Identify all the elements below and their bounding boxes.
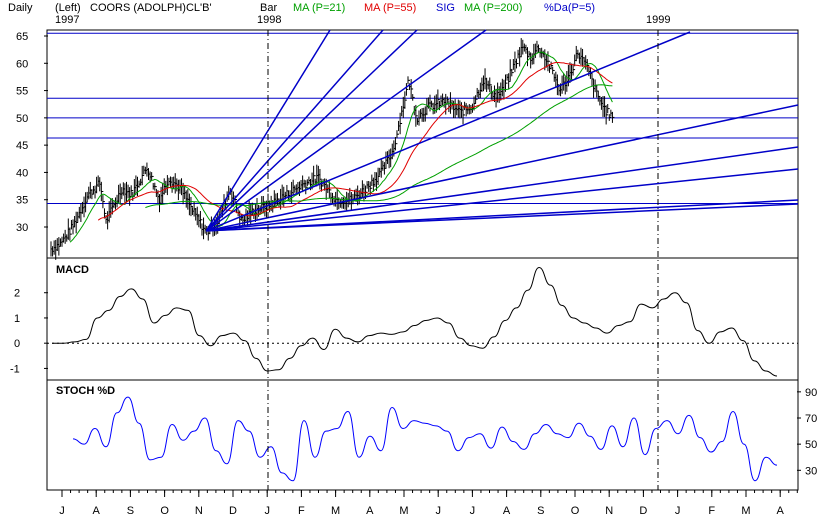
ma21-line [69,51,613,243]
stoch-panel-frame [46,379,799,491]
month-label: M [399,505,408,517]
macd-ytick-label: 0 [14,338,20,350]
gann-fan-line [205,29,418,232]
price-ytick-label: 30 [16,222,28,234]
price-ytick-label: 55 [16,86,28,98]
ma55-line [97,62,613,221]
month-label: S [127,505,134,517]
price-ytick-label: 50 [16,113,28,125]
stoch-ytick-label: 50 [805,439,817,451]
price-ytick-label: 35 [16,195,28,207]
macd-ytick-label: 2 [14,288,20,300]
ma200-line [145,84,613,209]
macd-line [52,266,778,377]
month-label: A [366,505,374,517]
month-label: J [59,505,65,517]
month-label: A [503,505,511,517]
macd-panel: 2 1 0 -1 [10,266,798,377]
month-label: D [639,505,647,517]
price-panel: 65 60 55 50 45 40 35 30 [16,29,799,260]
gann-fan-line [206,104,799,232]
month-label: F [298,505,305,517]
month-label: F [708,505,715,517]
stoch-ytick-label: 70 [805,413,817,425]
stoch-ytick-label: 30 [805,465,817,477]
price-ytick-label: 65 [16,31,28,43]
month-label: N [605,505,613,517]
stoch-ytick-label: 90 [805,387,817,399]
month-label: S [537,505,544,517]
month-label: J [435,505,441,517]
gann-fan-line [206,203,799,232]
month-label: J [470,505,476,517]
header-ma55: MA (P=55) [364,2,416,14]
year-label-1998: 1998 [257,14,281,26]
month-label: A [93,505,101,517]
stoch-title: STOCH %D [56,385,115,397]
stoch-line [72,396,778,482]
header-daily: Daily [8,2,33,14]
header-left: (Left) [55,2,81,14]
month-label: M [741,505,750,517]
month-label: J [264,505,270,517]
gann-fan-line [206,31,691,232]
price-ytick-label: 45 [16,140,28,152]
macd-ytick-label: -1 [10,363,20,375]
header-sig: SIG [436,2,455,14]
header-bar: Bar [260,2,277,14]
month-label: N [195,505,203,517]
year-label-1997: 1997 [55,14,79,26]
month-label: O [571,505,580,517]
header-stock-name: COORS (ADOLPH)CL'B' [90,2,212,14]
price-ytick-label: 60 [16,58,28,70]
month-label: A [777,505,785,517]
gann-fan-line [205,29,487,232]
stoch-panel: 90 70 50 30 [72,387,817,482]
price-ytick-label: 40 [16,167,28,179]
header-ma200: MA (P=200) [464,2,522,14]
gann-fan-line [205,29,384,232]
gann-fan-line [206,168,799,232]
header-pctd: %Da(P=5) [544,2,595,14]
month-label: J [675,505,681,517]
macd-ytick-label: 1 [14,313,20,325]
price-panel-frame [46,29,799,259]
year-label-1999: 1999 [646,14,670,26]
month-label: O [160,505,169,517]
header-ma21: MA (P=21) [293,2,345,14]
month-label: D [229,505,237,517]
month-label: M [331,505,340,517]
macd-title: MACD [56,264,89,276]
gann-fan-line [206,146,799,232]
